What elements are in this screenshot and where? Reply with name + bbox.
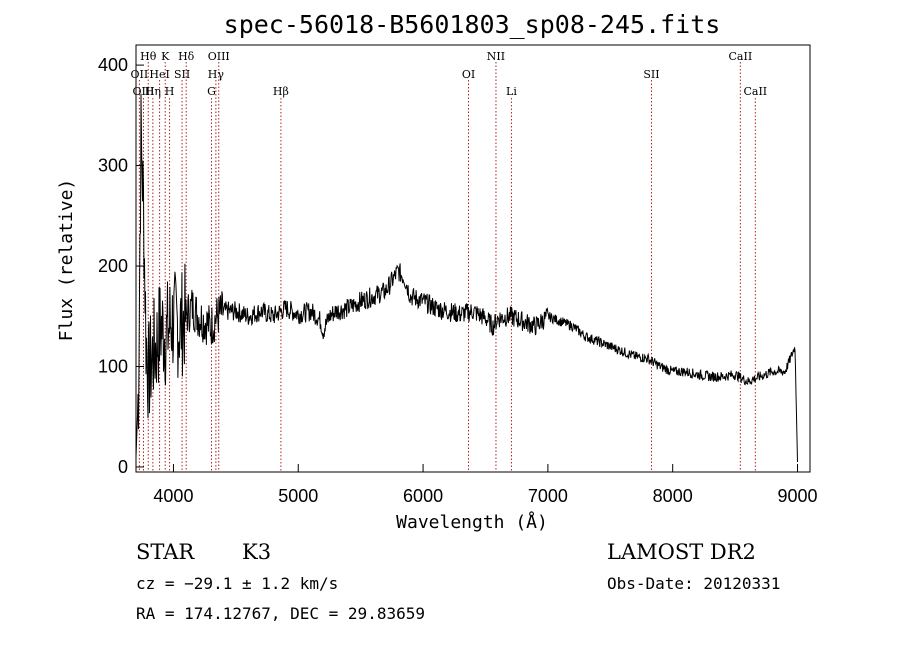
survey-name: LAMOST DR2	[607, 540, 756, 564]
line-label: Hγ	[208, 68, 225, 81]
line-label: Li	[506, 85, 517, 98]
x-tick-label: 8000	[653, 486, 693, 506]
y-axis: 0 100 200 300 400	[98, 55, 144, 477]
y-tick-label: 400	[98, 55, 128, 75]
x-tick-label: 9000	[777, 486, 817, 506]
line-label: SII	[643, 68, 659, 81]
y-tick-label: 200	[98, 256, 128, 276]
x-tick-label: 7000	[528, 486, 568, 506]
line-label: Hδ	[178, 50, 195, 63]
line-label: SII	[174, 68, 190, 81]
line-label: OIII	[208, 50, 230, 63]
y-tick-label: 100	[98, 357, 128, 377]
spectrum-line	[135, 93, 798, 463]
line-label: NII	[487, 50, 505, 63]
line-label: HeI	[149, 68, 169, 81]
obs-date: Obs-Date: 20120331	[607, 574, 780, 593]
object-class: STAR	[136, 540, 195, 564]
line-label: G	[207, 85, 216, 98]
object-subclass: K3	[242, 540, 271, 564]
y-axis-title: Flux (relative)	[56, 179, 77, 342]
redshift-text: cz = −29.1 ± 1.2 km/s	[136, 574, 338, 593]
line-label: OI	[462, 68, 475, 81]
line-label: K	[161, 50, 170, 63]
line-label: Hθ	[140, 50, 157, 63]
x-axis: 4000 5000 6000 7000 8000 9000	[153, 464, 818, 506]
x-tick-label: 5000	[278, 486, 318, 506]
x-tick-label: 6000	[403, 486, 443, 506]
line-label: OII	[131, 68, 149, 81]
marker-lines	[138, 62, 756, 472]
y-tick-label: 0	[118, 457, 128, 477]
line-label: CaII	[743, 85, 767, 98]
chart-title: spec-56018-B5601803_sp08-245.fits	[224, 10, 721, 39]
plot-frame	[135, 44, 811, 473]
x-axis-title: Wavelength (Å)	[396, 511, 548, 533]
line-label: Hη	[145, 85, 161, 98]
y-tick-label: 300	[98, 156, 128, 176]
line-label: H	[165, 85, 175, 98]
line-label: CaII	[729, 50, 753, 63]
line-label: OIII	[132, 85, 154, 98]
coordinates: RA = 174.12767, DEC = 29.83659	[136, 604, 425, 623]
x-tick-label: 4000	[153, 486, 193, 506]
line-label: Hβ	[273, 85, 289, 98]
